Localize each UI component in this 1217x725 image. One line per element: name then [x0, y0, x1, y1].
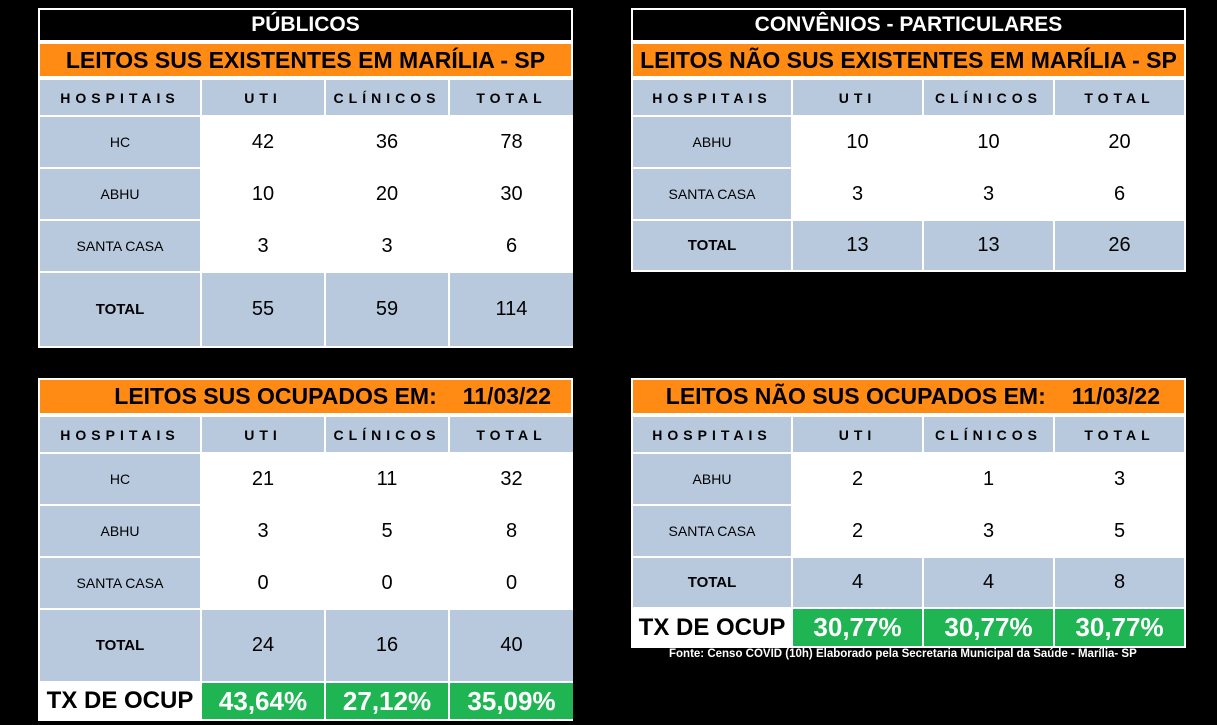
uti-value: 0 — [202, 558, 324, 608]
clinicos-value: 36 — [326, 117, 448, 167]
total-value: 0 — [450, 558, 573, 608]
section-title-publicos-text: PÚBLICOS — [251, 13, 360, 36]
hospital-name-santa-casa: SANTA CASA — [40, 221, 200, 271]
uti-total-value: 13 — [793, 221, 922, 270]
hospital-name-santa-casa: SANTA CASA — [40, 558, 200, 608]
source-footnote: Fonte: Censo COVID (10h) Elaborado pela … — [669, 648, 1137, 660]
grand-total-value: 8 — [1055, 558, 1184, 607]
clinicos-total-value: 59 — [326, 273, 448, 346]
clinicos-value: 0 — [326, 558, 448, 608]
uti-value: 2 — [793, 454, 922, 504]
clinicos-total-value: 13 — [924, 221, 1053, 270]
total-value: 32 — [450, 454, 573, 504]
section-title-publicos: PÚBLICOS — [38, 8, 573, 42]
header-uti: UTI — [793, 417, 922, 452]
total-row-label: TOTAL — [40, 610, 200, 681]
header-hospitais: HOSPITAIS — [633, 417, 791, 452]
non-sus-existing-title-text: LEITOS NÃO SUS EXISTENTES EM MARÍLIA - S… — [640, 47, 1177, 73]
total-value: 5 — [1055, 506, 1184, 556]
hospital-name-santa-casa: SANTA CASA — [633, 506, 791, 556]
header-total: TOTAL — [1055, 80, 1184, 115]
non-sus-occupied-date: 11/03/22 — [1071, 383, 1160, 409]
total-value: 20 — [1055, 117, 1184, 167]
header-clinicos: CLÍNICOS — [326, 417, 448, 452]
uti-total-value: 24 — [202, 610, 324, 681]
section-title-convenios: CONVÊNIOS - PARTICULARES — [631, 8, 1186, 42]
header-hospitais: HOSPITAIS — [40, 80, 200, 115]
non-sus-occupied-title: LEITOS NÃO SUS OCUPADOS EM: 11/03/22 — [631, 378, 1186, 415]
total-value: 78 — [450, 117, 573, 167]
header-total: TOTAL — [450, 417, 573, 452]
hospital-name-santa-casa: SANTA CASA — [633, 169, 791, 219]
uti-value: 2 — [793, 506, 922, 556]
sus-existing-title: LEITOS SUS EXISTENTES EM MARÍLIA - SP — [38, 42, 573, 78]
total-value: 30 — [450, 169, 573, 219]
sus-occupied-table: HOSPITAIS UTI CLÍNICOS TOTAL HC 21 11 32… — [38, 415, 573, 721]
uti-total-value: 55 — [202, 273, 324, 346]
total-row-label: TOTAL — [633, 221, 791, 270]
sus-occupied-title: LEITOS SUS OCUPADOS EM: 11/03/22 — [38, 378, 573, 415]
clinicos-value: 11 — [326, 454, 448, 504]
sus-occupied-title-text: LEITOS SUS OCUPADOS EM: — [114, 383, 437, 409]
occupancy-rate-label: TX DE OCUP — [633, 609, 791, 646]
clinicos-value: 1 — [924, 454, 1053, 504]
clinicos-total-value: 16 — [326, 610, 448, 681]
header-clinicos: CLÍNICOS — [326, 80, 448, 115]
occupancy-rate-total: 35,09% — [450, 683, 573, 719]
hospital-name-hc: HC — [40, 454, 200, 504]
total-row-label: TOTAL — [40, 273, 200, 346]
total-value: 8 — [450, 506, 573, 556]
uti-value: 10 — [202, 169, 324, 219]
occupancy-rate-total: 30,77% — [1055, 609, 1184, 646]
uti-value: 42 — [202, 117, 324, 167]
non-sus-existing-table: HOSPITAIS UTI CLÍNICOS TOTAL ABHU 10 10 … — [631, 78, 1186, 272]
uti-value: 21 — [202, 454, 324, 504]
total-value: 3 — [1055, 454, 1184, 504]
header-hospitais: HOSPITAIS — [40, 417, 200, 452]
occupancy-rate-clinicos: 30,77% — [924, 609, 1053, 646]
header-clinicos: CLÍNICOS — [924, 417, 1053, 452]
uti-value: 10 — [793, 117, 922, 167]
header-uti: UTI — [202, 80, 324, 115]
hospital-name-abhu: ABHU — [40, 169, 200, 219]
clinicos-value: 3 — [924, 506, 1053, 556]
uti-value: 3 — [202, 221, 324, 271]
non-sus-occupied-table: HOSPITAIS UTI CLÍNICOS TOTAL ABHU 2 1 3 … — [631, 415, 1186, 648]
clinicos-total-value: 4 — [924, 558, 1053, 607]
occupancy-rate-clinicos: 27,12% — [326, 683, 448, 719]
occupancy-rate-uti: 30,77% — [793, 609, 922, 646]
header-clinicos: CLÍNICOS — [924, 80, 1053, 115]
grand-total-value: 26 — [1055, 221, 1184, 270]
total-value: 6 — [450, 221, 573, 271]
occupancy-rate-uti: 43,64% — [202, 683, 324, 719]
sus-existing-table: HOSPITAIS UTI CLÍNICOS TOTAL HC 42 36 78… — [38, 78, 573, 348]
hospital-name-abhu: ABHU — [40, 506, 200, 556]
total-value: 6 — [1055, 169, 1184, 219]
hospital-name-abhu: ABHU — [633, 117, 791, 167]
non-sus-existing-title: LEITOS NÃO SUS EXISTENTES EM MARÍLIA - S… — [631, 42, 1186, 78]
header-total: TOTAL — [450, 80, 573, 115]
uti-value: 3 — [202, 506, 324, 556]
uti-value: 3 — [793, 169, 922, 219]
occupancy-rate-label: TX DE OCUP — [40, 683, 200, 719]
uti-total-value: 4 — [793, 558, 922, 607]
grand-total-value: 114 — [450, 273, 573, 346]
clinicos-value: 5 — [326, 506, 448, 556]
hospital-name-abhu: ABHU — [633, 454, 791, 504]
header-uti: UTI — [793, 80, 922, 115]
total-row-label: TOTAL — [633, 558, 791, 607]
header-total: TOTAL — [1055, 417, 1184, 452]
clinicos-value: 3 — [326, 221, 448, 271]
sus-occupied-date: 11/03/22 — [462, 383, 551, 409]
sus-existing-title-text: LEITOS SUS EXISTENTES EM MARÍLIA - SP — [65, 47, 546, 73]
clinicos-value: 3 — [924, 169, 1053, 219]
clinicos-value: 10 — [924, 117, 1053, 167]
section-title-convenios-text: CONVÊNIOS - PARTICULARES — [754, 13, 1063, 36]
grand-total-value: 40 — [450, 610, 573, 681]
clinicos-value: 20 — [326, 169, 448, 219]
header-hospitais: HOSPITAIS — [633, 80, 791, 115]
header-uti: UTI — [202, 417, 324, 452]
non-sus-occupied-title-text: LEITOS NÃO SUS OCUPADOS EM: — [665, 383, 1046, 409]
hospital-name-hc: HC — [40, 117, 200, 167]
